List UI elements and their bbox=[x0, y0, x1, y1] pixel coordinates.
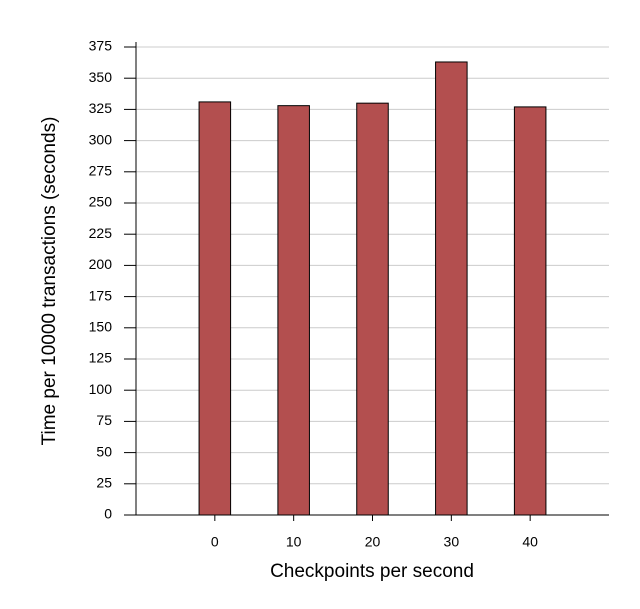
y-tick-label: 150 bbox=[89, 319, 113, 335]
y-tick-label: 125 bbox=[89, 350, 113, 366]
y-tick-label: 275 bbox=[89, 163, 113, 179]
y-tick-label: 75 bbox=[96, 412, 112, 428]
y-tick-label: 300 bbox=[89, 131, 113, 147]
x-tick-label: 0 bbox=[211, 534, 219, 550]
x-tick-label: 30 bbox=[444, 534, 460, 550]
y-axis-title: Time per 10000 transactions (seconds) bbox=[39, 117, 60, 446]
y-tick-label: 225 bbox=[89, 225, 113, 241]
bar bbox=[435, 61, 468, 516]
y-tick-label: 175 bbox=[89, 287, 113, 303]
y-tick-label: 375 bbox=[89, 38, 113, 54]
y-tick-label: 100 bbox=[89, 381, 113, 397]
bar bbox=[277, 105, 310, 516]
y-tick-label: 0 bbox=[104, 506, 112, 522]
bar bbox=[513, 106, 547, 516]
bar bbox=[356, 102, 389, 516]
x-tick-label: 20 bbox=[365, 534, 381, 550]
y-tick-label: 50 bbox=[96, 443, 112, 459]
bar bbox=[198, 101, 232, 516]
y-tick-label: 325 bbox=[89, 100, 113, 116]
x-tick-label: 10 bbox=[286, 534, 302, 550]
y-tick-label: 200 bbox=[89, 256, 113, 272]
x-tick-label: 40 bbox=[522, 534, 538, 550]
x-axis-title: Checkpoints per second bbox=[270, 561, 474, 582]
y-tick-label: 350 bbox=[89, 69, 113, 85]
y-tick-label: 250 bbox=[89, 194, 113, 210]
y-tick-label: 25 bbox=[96, 475, 112, 491]
